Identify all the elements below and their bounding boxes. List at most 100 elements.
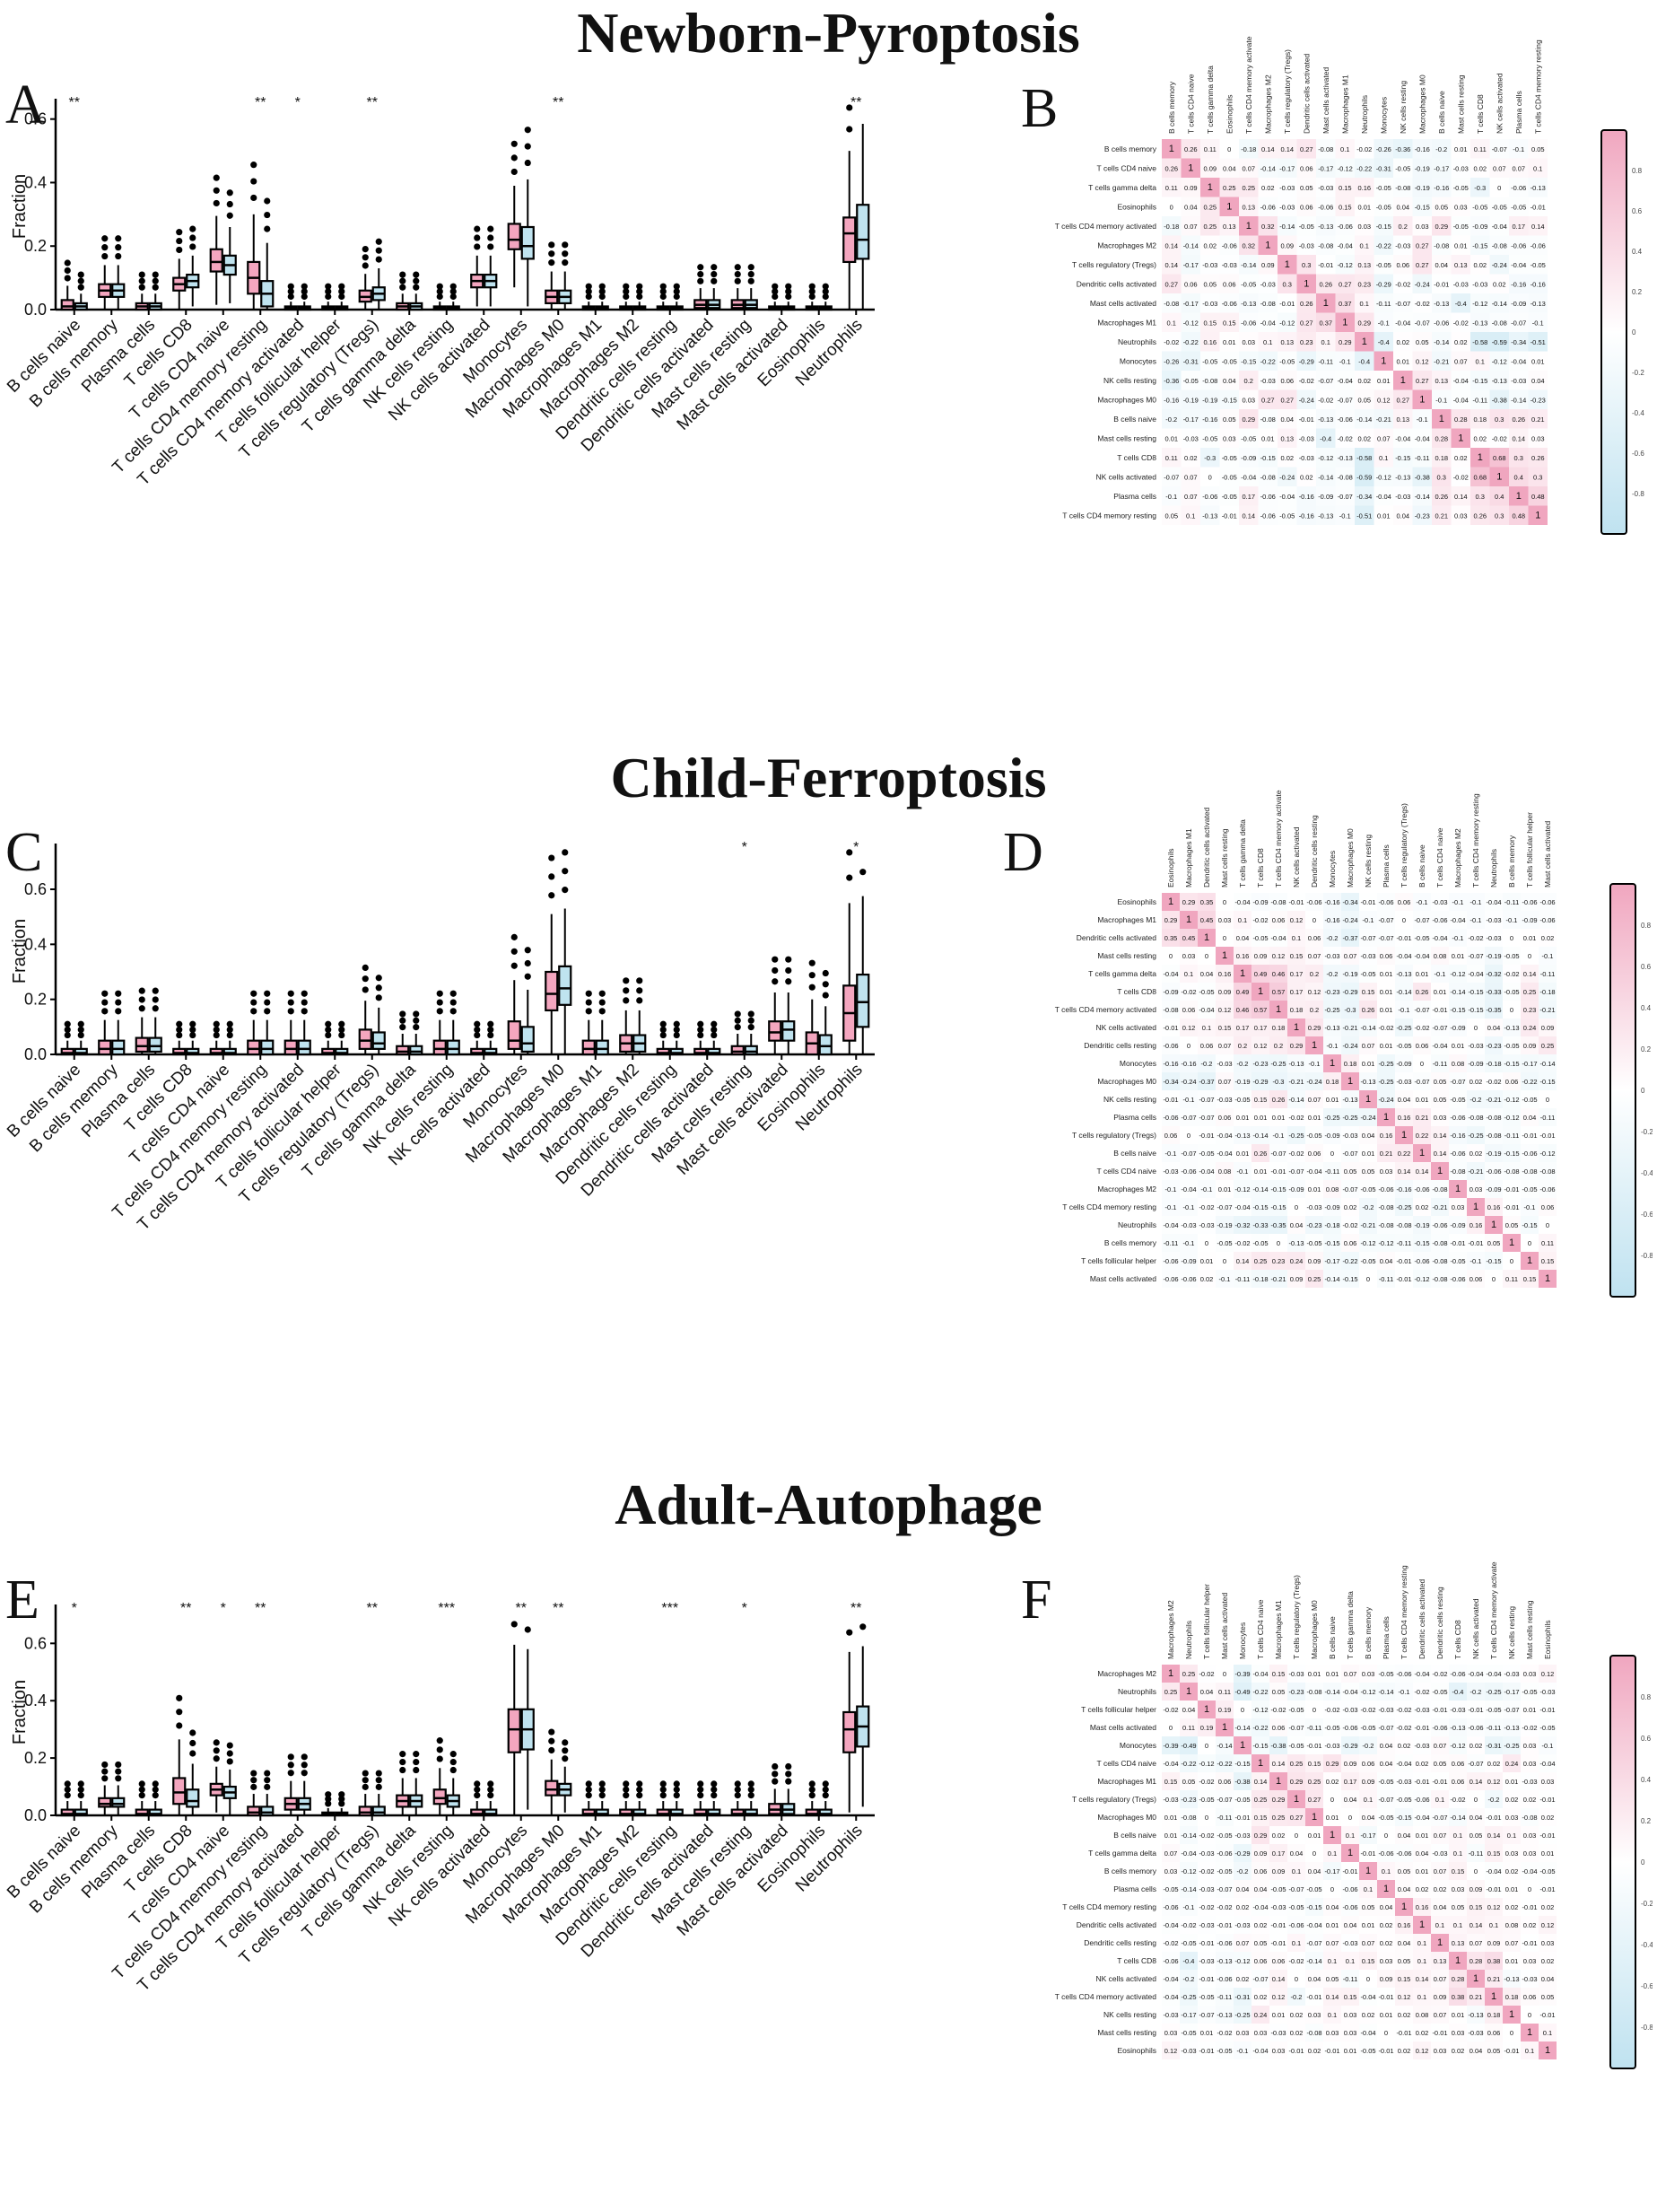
heatmap-cell-value: 0 [1510, 2029, 1513, 2037]
heatmap-cell-value: 0.3 [1495, 511, 1504, 520]
category-dendritic-cells-resting [656, 1020, 684, 1056]
heatmap-cell-value: 0.01 [1377, 377, 1391, 385]
outlier-point [138, 1786, 145, 1793]
heatmap-row-label-dendritic-cells-resting: Dendritic cells resting [1084, 1938, 1156, 1947]
heatmap-cell [1341, 1826, 1359, 1844]
heatmap-cell-value: -0.11 [1164, 1239, 1179, 1247]
heatmap-cell-value: -0.12 [1472, 300, 1487, 308]
heatmap-row-label-macrophages-m1: Macrophages M1 [1097, 318, 1156, 327]
heatmap-cell [1359, 1754, 1377, 1772]
heatmap-cell-value: 0.01 [1272, 2011, 1286, 2019]
heatmap-cell-value: 0.25 [1242, 184, 1255, 192]
outlier-point [562, 1747, 569, 1754]
heatmap-cell [1305, 1790, 1323, 1808]
heatmap-cell [1413, 1772, 1431, 1790]
heatmap-cell-value: -0.07 [1504, 1706, 1519, 1714]
heatmap-cell-value: 0.1 [1543, 2029, 1552, 2037]
outlier-point [585, 999, 592, 1006]
heatmap-cell-value: 0 [1366, 1275, 1370, 1283]
heatmap-cell-value: -0.17 [1279, 164, 1295, 172]
heatmap-cell [1216, 1072, 1234, 1090]
heatmap-cell-value: -0.08 [1378, 1221, 1393, 1229]
heatmap-cell [1374, 332, 1393, 352]
heatmap-cell-value: -0.04 [1181, 1185, 1196, 1193]
heatmap-cell [1162, 1144, 1180, 1162]
heatmap-cell-value: -0.03 [1288, 1670, 1304, 1678]
heatmap-cell [1216, 1108, 1234, 1126]
category-monocytes [507, 1621, 535, 1815]
heatmap-cell [1359, 1772, 1377, 1790]
outlier-point [785, 283, 792, 290]
heatmap-cell [1216, 1862, 1234, 1880]
heatmap-cell-value: 0.15 [1218, 1024, 1232, 1032]
heatmap-cell-value: -0.04 [1415, 434, 1430, 442]
outlier-point [822, 288, 829, 295]
heatmap-cell [1323, 1844, 1341, 1862]
heatmap-cell-value: -0.04 [1270, 934, 1286, 942]
heatmap-cell [1521, 1772, 1539, 1790]
heatmap-cell-value: 1 [1509, 2009, 1514, 2020]
heatmap-cell-value: -0.07 [1181, 1150, 1196, 1158]
heatmap-cell-value: 0.05 [1203, 280, 1217, 288]
heatmap-cell [1359, 1108, 1377, 1126]
colorbar-tick-label: 0.2 [1641, 1045, 1652, 1054]
heatmap-cell [1198, 1036, 1216, 1054]
heatmap-cell [1305, 965, 1323, 983]
heatmap-cell [1200, 351, 1220, 371]
heatmap-cell-value: -0.1 [1339, 511, 1351, 520]
heatmap-cell [1503, 1736, 1521, 1754]
heatmap-cell [1251, 1880, 1269, 1898]
heatmap-cell-value: 0.28 [1435, 434, 1448, 442]
heatmap-cell [1216, 1754, 1234, 1772]
outlier-point [287, 999, 294, 1006]
outlier-point [115, 252, 122, 260]
heatmap-cell [1470, 332, 1490, 352]
heatmap-cell [1377, 1216, 1395, 1234]
heatmap-cell-value: -0.06 [1432, 916, 1447, 924]
heatmap-cell-value: -0.03 [1522, 1778, 1537, 1786]
heatmap-cell [1305, 1934, 1323, 1952]
heatmap-cell [1413, 1916, 1431, 1934]
heatmap-cell-value: 0.09 [1380, 1975, 1393, 1983]
heatmap-cell [1485, 1683, 1503, 1701]
heatmap-cell [1539, 1234, 1557, 1252]
heatmap-cell [1539, 2024, 1557, 2042]
heatmap-cell [1341, 1072, 1359, 1090]
heatmap-cell-value: -0.14 [1252, 1185, 1268, 1193]
box-control [656, 1808, 670, 1817]
heatmap-cell-value: 0.06 [1300, 203, 1313, 211]
heatmap-cell-value: 0.48 [1512, 511, 1525, 520]
heatmap-cell [1528, 389, 1548, 409]
heatmap-cell [1323, 1216, 1341, 1234]
colorbar-tick-label: -0.6 [1641, 1211, 1653, 1219]
heatmap-cell-value: -0.01 [1288, 2047, 1304, 2055]
heatmap-cell [1198, 1772, 1216, 1790]
category-eosinophils [805, 1780, 833, 1817]
heatmap-cell [1335, 139, 1355, 159]
heatmap-cell [1323, 1054, 1341, 1072]
outlier-point [510, 933, 518, 940]
heatmap-cell [1251, 1198, 1269, 1216]
outlier-point [846, 104, 853, 111]
heatmap-cell [1449, 2024, 1467, 2042]
heatmap-row-label-t-cells-regulatory-tregs: T cells regulatory (Tregs) [1072, 260, 1156, 269]
heatmap-cell [1528, 178, 1548, 197]
category-eosinophils [805, 283, 833, 311]
heatmap-col-label-dendritic-cells-activated: Dendritic cells activated [1202, 807, 1211, 887]
category-t-cells-cd4-memory-activated [283, 283, 311, 311]
heatmap-cell-value: 0.06 [1254, 1957, 1268, 1965]
heatmap-cell-value: 1 [1365, 1094, 1371, 1105]
y-tick-label: 0.4 [24, 173, 47, 191]
heatmap-cell-value: -0.03 [1163, 1167, 1178, 1176]
heatmap-cell-value: -0.03 [1395, 241, 1410, 249]
heatmap-cell-value: -0.09 [1396, 1060, 1411, 1068]
heatmap-cell-value: -0.4 [1320, 434, 1331, 442]
heatmap-cell-value: -0.07 [1395, 300, 1410, 308]
heatmap-cell-value: 0.4 [1495, 493, 1504, 501]
heatmap-cell [1539, 947, 1557, 965]
heatmap-cell-value: -0.21 [1288, 1078, 1304, 1086]
heatmap-cell-value: 0.28 [1452, 1975, 1465, 1983]
heatmap-cell-value: -0.01 [1199, 2047, 1214, 2055]
heatmap-cell-value: -0.15 [1504, 1060, 1519, 1068]
heatmap-cell-value: -0.02 [1450, 1796, 1465, 1804]
